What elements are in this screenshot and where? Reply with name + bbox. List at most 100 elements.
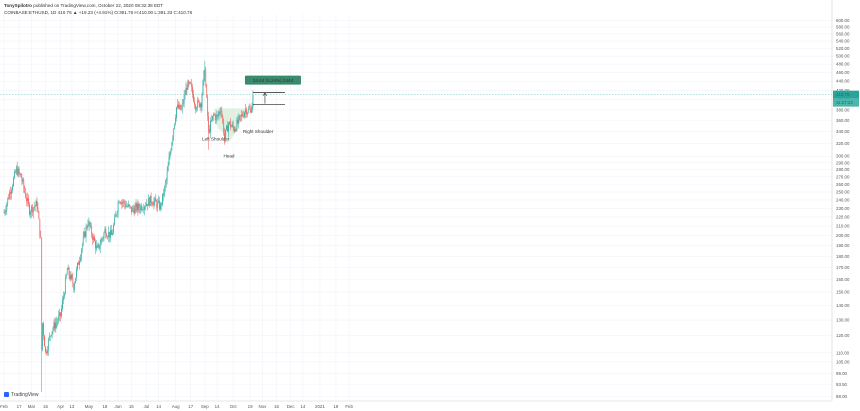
candle <box>78 260 79 265</box>
candle <box>194 96 195 109</box>
price-tags: 410.76 11:27:22 <box>833 90 859 107</box>
time-tick-label: 14 <box>300 404 305 409</box>
candle <box>60 311 61 322</box>
price-tick-label: 500.00 <box>836 54 850 59</box>
candle <box>244 111 245 119</box>
candle <box>240 114 242 122</box>
candle <box>22 177 24 184</box>
candle <box>134 202 136 215</box>
candle <box>184 89 186 100</box>
candle <box>154 196 156 207</box>
author-name[interactable]: TonySpilotro <box>4 3 32 8</box>
candle <box>151 201 153 208</box>
candle <box>215 110 217 125</box>
price-tick-label: 93.50 <box>836 382 848 387</box>
candle <box>177 99 178 110</box>
candle <box>14 169 15 180</box>
price-tick-label: 560.00 <box>836 31 850 36</box>
candle <box>100 236 102 246</box>
candle <box>3 209 5 214</box>
candle <box>81 242 83 254</box>
candle <box>127 203 128 208</box>
candle <box>95 238 96 255</box>
candle <box>211 114 212 122</box>
candle <box>239 114 241 121</box>
candle <box>105 226 107 240</box>
candle <box>191 78 193 92</box>
candle <box>251 102 253 113</box>
price-tick-label: 340.00 <box>836 129 850 134</box>
candle <box>21 173 23 186</box>
candle <box>135 199 137 213</box>
candle <box>106 232 108 238</box>
time-tick-label: Feb <box>0 404 8 409</box>
time-axis[interactable]: Feb 17 Mar 16 Apr 13 May 18 Jun 15 Jul 14 Aug 17 Sep 14… <box>0 400 832 409</box>
publish-info: published on TradingView.com, October 22… <box>31 3 164 8</box>
candle <box>188 79 190 88</box>
time-tick-label: May <box>85 404 94 409</box>
candle <box>75 277 77 284</box>
candle <box>54 317 56 333</box>
price-tick-label: 270.00 <box>836 174 850 179</box>
candle <box>233 126 235 134</box>
price-tick-label: 380.00 <box>836 107 850 112</box>
tradingview-icon <box>4 392 9 397</box>
candle <box>180 104 182 111</box>
candle <box>209 124 210 134</box>
candle <box>73 283 75 293</box>
candle <box>161 201 162 211</box>
time-tick-label: Dec <box>287 404 296 409</box>
candle <box>152 201 154 206</box>
candle <box>85 223 87 243</box>
measure-tool[interactable]: 24.44 (6.24%) 2444 <box>244 75 301 105</box>
candle <box>195 103 196 114</box>
candle <box>252 90 254 110</box>
candle <box>176 106 177 122</box>
candle <box>140 203 142 214</box>
price-tick-label: 520.00 <box>836 46 850 51</box>
candle <box>220 106 222 118</box>
candle <box>109 231 110 243</box>
price-tick-label: 240.00 <box>836 197 850 202</box>
candle <box>7 197 9 207</box>
candle <box>82 231 84 247</box>
candle <box>97 242 98 248</box>
countdown-tag <box>833 98 859 107</box>
candle <box>186 84 188 96</box>
candle <box>166 166 168 185</box>
candle <box>92 232 93 245</box>
candle <box>182 99 184 107</box>
candle <box>155 194 157 202</box>
price-tick-label: 150.00 <box>836 290 850 295</box>
candle <box>5 205 7 216</box>
candle <box>45 345 46 354</box>
candle <box>138 201 140 213</box>
candle <box>64 291 65 300</box>
candle <box>237 115 239 125</box>
candle <box>218 110 220 121</box>
price-tick-label: 260.00 <box>836 182 850 187</box>
candle <box>99 239 101 254</box>
candle <box>23 177 25 193</box>
candle <box>169 151 171 160</box>
arrow-up-icon <box>262 92 268 96</box>
candle <box>118 200 120 204</box>
time-tick-label: 2021 <box>315 404 325 409</box>
candle <box>123 199 125 207</box>
price-tick-label: 200.00 <box>836 233 850 238</box>
time-tick-label: 18 <box>102 404 107 409</box>
candle <box>179 104 181 111</box>
candle <box>201 92 203 112</box>
candle <box>79 256 80 270</box>
price-tick-label: 105.00 <box>836 359 850 364</box>
candle <box>216 114 218 122</box>
candle <box>104 226 106 234</box>
candle <box>221 106 223 119</box>
candle <box>230 124 232 128</box>
candle <box>174 123 176 130</box>
price-tick-label: 300.00 <box>836 154 850 159</box>
candle <box>14 169 16 174</box>
candle <box>90 222 92 229</box>
